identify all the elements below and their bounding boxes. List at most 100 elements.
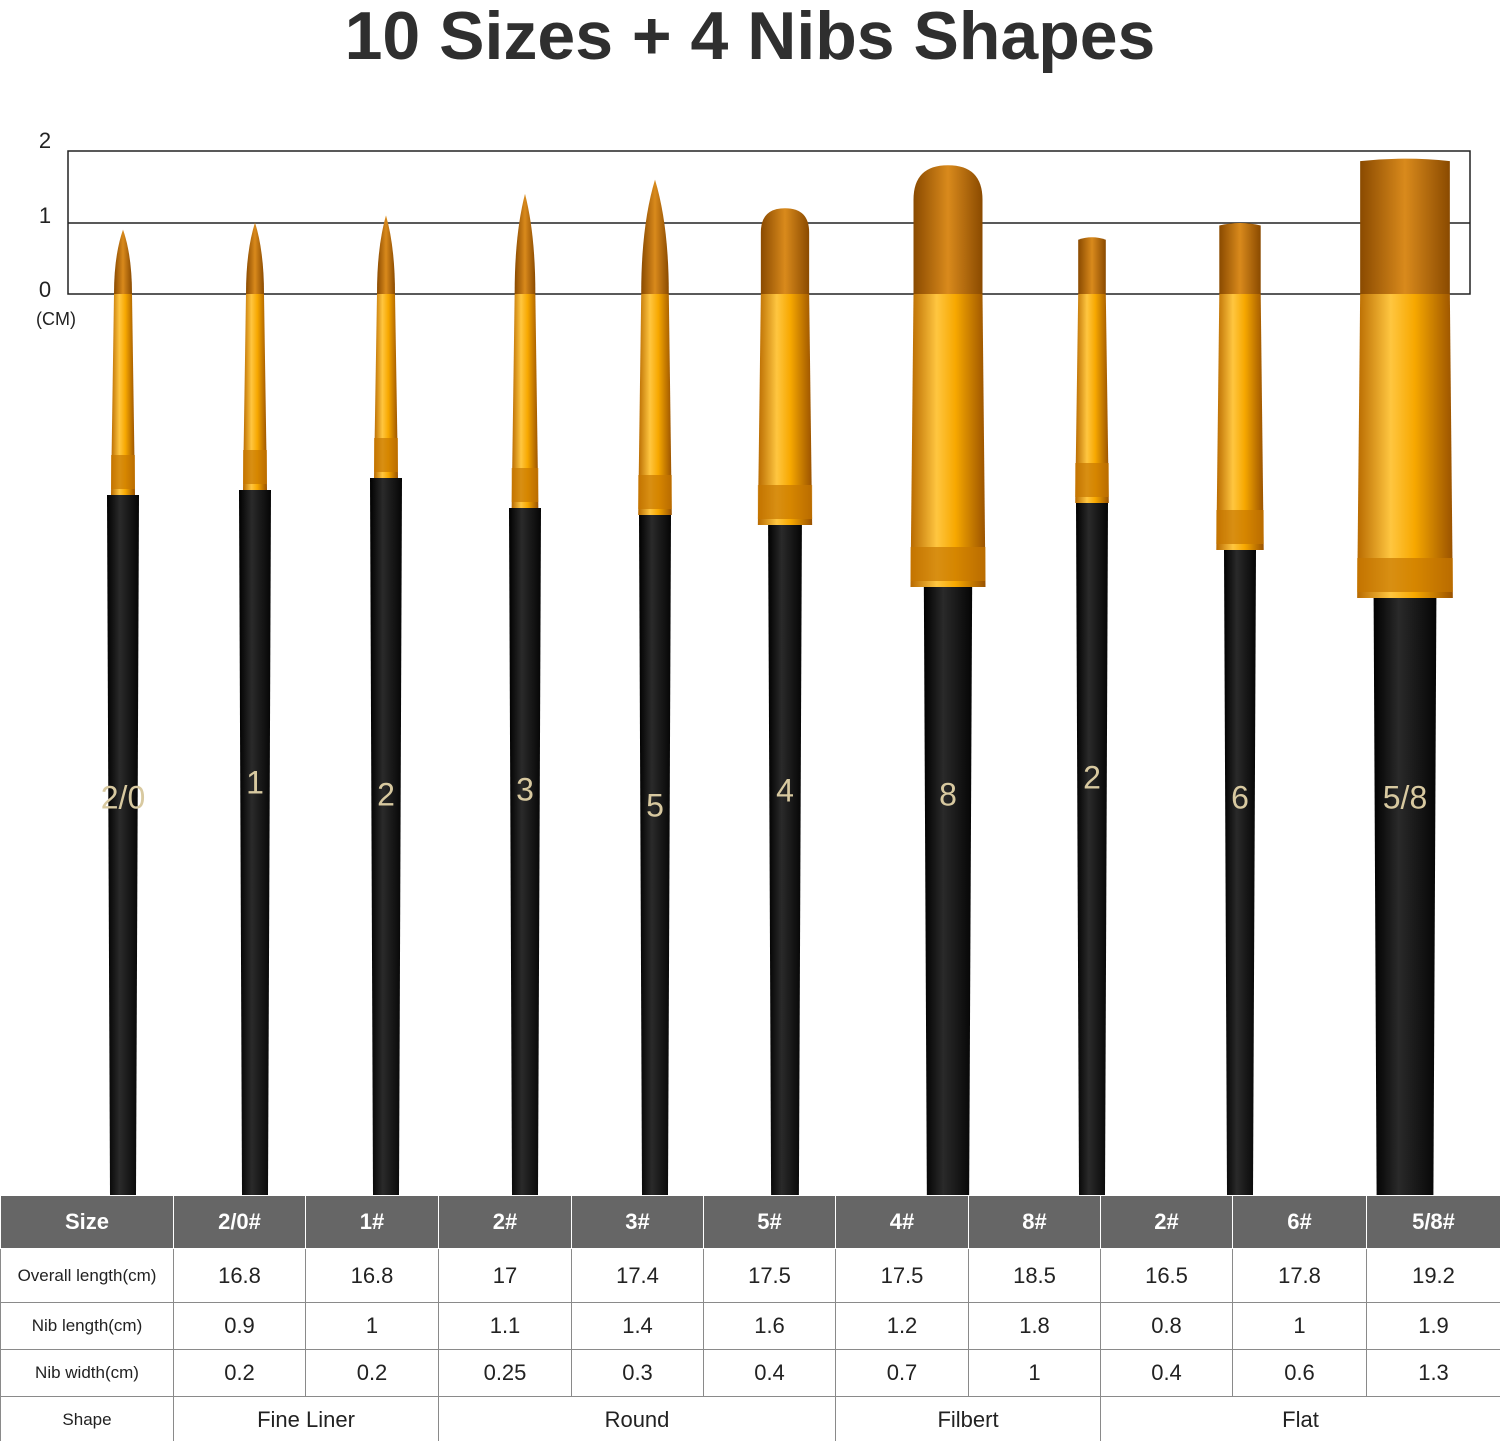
- handle: [370, 478, 402, 1195]
- ferrule-crimp: [638, 475, 672, 509]
- ferrule-crimp: [511, 468, 539, 502]
- brush-label: 2: [377, 776, 395, 812]
- cell: 1: [305, 1302, 439, 1350]
- header-cell: 5#: [703, 1195, 836, 1249]
- cell: 17.5: [703, 1248, 836, 1303]
- nib: [760, 208, 810, 294]
- brush-label: 6: [1231, 779, 1249, 815]
- cell: 19.2: [1366, 1248, 1500, 1303]
- brush-illustration: 2 1 0 (CM) 2/0 1 2 3 5 4 8 2 6 5/8: [36, 128, 1471, 1195]
- ferrule: [511, 294, 539, 508]
- cell: 0.8: [1100, 1302, 1233, 1350]
- cell: 0.9: [173, 1302, 306, 1350]
- handle: [768, 525, 802, 1195]
- shape-cell: Filbert: [835, 1396, 1101, 1441]
- header-cell: 3#: [571, 1195, 704, 1249]
- shape-cell: Round: [438, 1396, 836, 1441]
- cell: 1.4: [571, 1302, 704, 1350]
- scale-label: 2: [39, 128, 51, 153]
- nib: [246, 222, 264, 294]
- shape-cell: Fine Liner: [173, 1396, 439, 1441]
- handle: [107, 495, 139, 1195]
- ferrule: [243, 294, 267, 490]
- cell: 16.8: [305, 1248, 439, 1303]
- cell: 1: [968, 1349, 1101, 1397]
- ferrule: [1357, 294, 1453, 598]
- nib: [913, 165, 983, 294]
- handle: [509, 508, 541, 1195]
- brush-label: 2/0: [101, 779, 145, 815]
- handle: [1373, 598, 1437, 1195]
- ferrule: [1216, 294, 1264, 550]
- table-row: Nib length(cm) 0.9 1 1.1 1.4 1.6 1.2 1.8 0.8 1 1.9: [0, 1302, 1500, 1350]
- nib: [641, 179, 669, 294]
- ferrule: [757, 294, 813, 525]
- cell: 0.7: [835, 1349, 969, 1397]
- cell: 0.4: [703, 1349, 836, 1397]
- row-label: Nib length(cm): [0, 1302, 174, 1350]
- scale-label: 1: [39, 203, 51, 228]
- cell: 1.9: [1366, 1302, 1500, 1350]
- brush-label: 3: [516, 771, 534, 807]
- ferrule: [910, 294, 986, 587]
- spec-table: Size 2/0# 1# 2# 3# 5# 4# 8# 2# 6# 5/8# Overall leng…: [0, 1195, 1500, 1441]
- nib: [1219, 223, 1261, 294]
- brush-label: 4: [776, 772, 794, 808]
- header-cell: 2#: [1100, 1195, 1233, 1249]
- ferrule-crimp: [1216, 510, 1264, 544]
- cell: 17.8: [1232, 1248, 1367, 1303]
- handle: [1076, 503, 1108, 1195]
- cell: 0.4: [1100, 1349, 1233, 1397]
- nib: [1360, 158, 1450, 294]
- header-cell: 5/8#: [1366, 1195, 1500, 1249]
- cell: 0.3: [571, 1349, 704, 1397]
- header-row: Size 2/0# 1# 2# 3# 5# 4# 8# 2# 6# 5/8#: [0, 1195, 1500, 1249]
- brush-label: 5: [646, 787, 664, 823]
- header-cell: 1#: [305, 1195, 439, 1249]
- header-cell: Size: [0, 1195, 174, 1249]
- header-cell: 2/0#: [173, 1195, 306, 1249]
- ferrule: [638, 294, 672, 515]
- header-cell: 6#: [1232, 1195, 1367, 1249]
- brush-label: 2: [1083, 759, 1101, 795]
- cell: 18.5: [968, 1248, 1101, 1303]
- header-cell: 2#: [438, 1195, 572, 1249]
- handle: [639, 515, 671, 1195]
- title: 10 Sizes + 4 Nibs Shapes: [344, 0, 1156, 74]
- cell: 17.4: [571, 1248, 704, 1303]
- scale-unit: (CM): [36, 309, 76, 329]
- row-label: Overall length(cm): [0, 1248, 174, 1303]
- cell: 0.2: [173, 1349, 306, 1397]
- brush-label: 5/8: [1383, 779, 1427, 815]
- scale-label: 0: [39, 277, 51, 302]
- shape-row: Shape Fine Liner Round Filbert Flat: [0, 1396, 1500, 1441]
- cell: 0.2: [305, 1349, 439, 1397]
- shape-cell: Flat: [1100, 1396, 1500, 1441]
- brush-label: 8: [939, 776, 957, 812]
- cell: 1.2: [835, 1302, 969, 1350]
- cell: 17: [438, 1248, 572, 1303]
- handle: [239, 490, 271, 1195]
- header-cell: 4#: [835, 1195, 969, 1249]
- ferrule: [1075, 294, 1109, 503]
- cell: 0.6: [1232, 1349, 1367, 1397]
- table-row: Overall length(cm) 16.8 16.8 17 17.4 17.5 17.5…: [0, 1248, 1500, 1303]
- ferrule-crimp: [757, 485, 813, 519]
- nib: [114, 229, 132, 294]
- ferrule-crimp: [1075, 463, 1109, 497]
- cell: 1.8: [968, 1302, 1101, 1350]
- cell: 1.6: [703, 1302, 836, 1350]
- header-cell: 8#: [968, 1195, 1101, 1249]
- ferrule: [111, 294, 135, 495]
- ferrule-crimp: [374, 438, 398, 472]
- cell: 1.3: [1366, 1349, 1500, 1397]
- ferrule-crimp: [910, 547, 986, 581]
- cell: 1.1: [438, 1302, 572, 1350]
- ferrule-crimp: [111, 455, 135, 489]
- ferrule-crimp: [1357, 558, 1453, 592]
- table-row: Nib width(cm) 0.2 0.2 0.25 0.3 0.4 0.7 1 0.4 0.6 1…: [0, 1349, 1500, 1397]
- cell: 16.8: [173, 1248, 306, 1303]
- nib: [514, 193, 536, 294]
- row-label: Shape: [0, 1396, 174, 1441]
